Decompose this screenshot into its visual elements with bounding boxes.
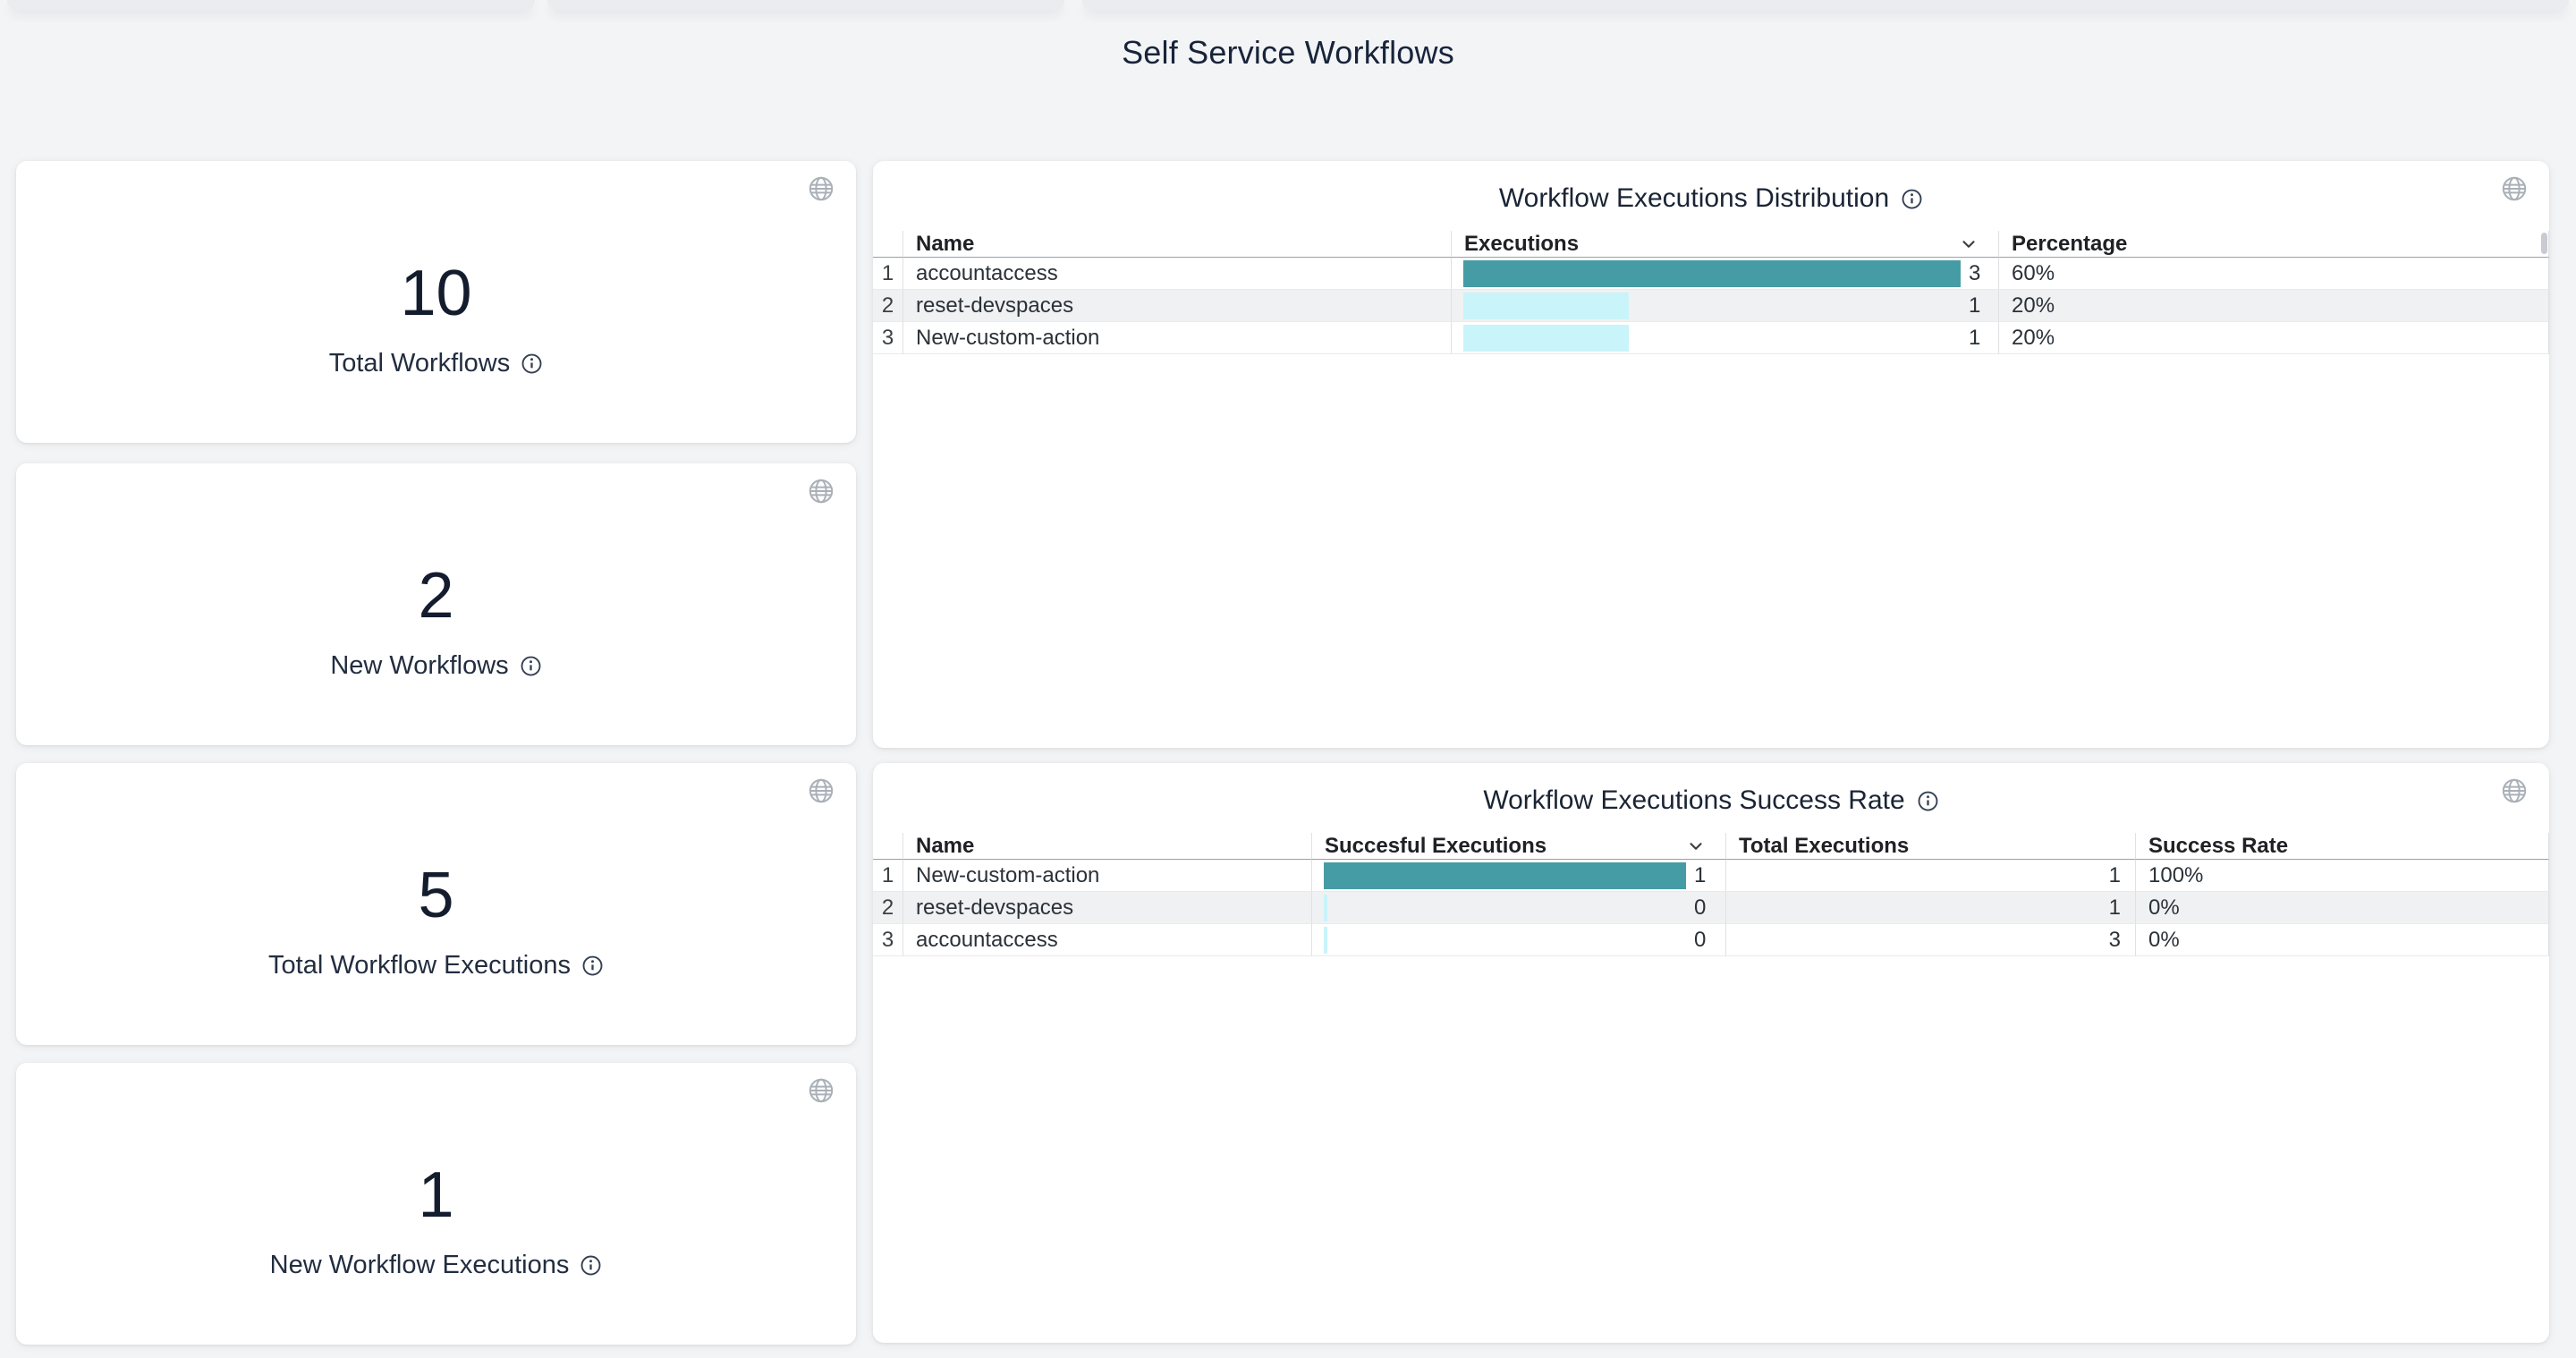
stat-label: Total Workflows xyxy=(328,349,511,378)
name-cell: accountaccess xyxy=(902,258,1451,290)
globe-button[interactable] xyxy=(2501,777,2528,804)
success-rate-table: Name Succesful Executions Total Executio… xyxy=(873,833,2549,956)
percentage-cell: 20% xyxy=(1998,322,2549,354)
successful-executions-bar-cell: 0 xyxy=(1311,892,1725,924)
column-header-label: Succesful Executions xyxy=(1325,833,1547,858)
stat-value: 2 xyxy=(418,560,454,632)
executions-distribution-table: Name Executions Percentage 1 accountacce… xyxy=(873,231,2549,354)
stat-value: 10 xyxy=(400,258,472,329)
chevron-down-icon[interactable] xyxy=(1686,836,1706,856)
column-header-percentage[interactable]: Percentage xyxy=(1998,231,2549,258)
percentage-cell: 20% xyxy=(1998,290,2549,322)
column-header-name[interactable]: Name xyxy=(902,231,1451,258)
stat-label: Total Workflow Executions xyxy=(268,951,571,980)
successful-executions-bar-cell: 1 xyxy=(1311,860,1725,892)
globe-button[interactable] xyxy=(2501,175,2528,202)
success-rate-cell: 0% xyxy=(2135,892,2549,924)
name-cell: reset-devspaces xyxy=(902,290,1451,322)
info-icon[interactable] xyxy=(581,955,604,977)
info-icon[interactable] xyxy=(1901,188,1923,210)
bar-value: 0 xyxy=(1694,895,1707,920)
bar-track xyxy=(1463,292,1961,319)
column-header-index xyxy=(873,231,902,258)
column-header-index xyxy=(873,833,902,860)
executions-bar-cell: 3 xyxy=(1451,258,1998,290)
stat-card-new-workflows: 2 New Workflows xyxy=(16,463,856,745)
stat-label: New Workflows xyxy=(330,651,509,680)
chevron-down-icon[interactable] xyxy=(1959,234,1979,254)
stat-card-new-workflow-executions: 1 New Workflow Executions xyxy=(16,1063,856,1345)
info-icon[interactable] xyxy=(520,655,542,677)
bar-value: 3 xyxy=(1969,260,1981,285)
stat-value: 5 xyxy=(418,860,454,931)
executions-bar-cell: 1 xyxy=(1451,290,1998,322)
successful-executions-bar xyxy=(1324,926,1327,954)
bar-value: 0 xyxy=(1694,927,1707,952)
column-header-successful-executions[interactable]: Succesful Executions xyxy=(1311,833,1725,860)
row-index: 3 xyxy=(873,322,902,354)
bar-track xyxy=(1324,861,1686,889)
row-index: 2 xyxy=(873,892,902,924)
row-index: 1 xyxy=(873,258,902,290)
globe-icon xyxy=(2502,176,2527,201)
bar-track xyxy=(1463,259,1961,287)
bar-value: 1 xyxy=(1969,293,1981,318)
executions-bar-cell: 1 xyxy=(1451,322,1998,354)
row-index: 1 xyxy=(873,860,902,892)
cutoff-card-bottom xyxy=(7,0,535,10)
successful-executions-bar xyxy=(1324,894,1327,921)
executions-bar xyxy=(1463,292,1630,319)
name-cell: New-custom-action xyxy=(902,860,1311,892)
column-header-total-executions[interactable]: Total Executions xyxy=(1725,833,2135,860)
success-rate-cell: 100% xyxy=(2135,860,2549,892)
stat-label: New Workflow Executions xyxy=(269,1251,570,1279)
globe-icon xyxy=(2502,778,2527,803)
info-icon[interactable] xyxy=(1917,790,1939,812)
total-executions-cell: 3 xyxy=(1725,924,2135,956)
total-executions-cell: 1 xyxy=(1725,892,2135,924)
info-icon[interactable] xyxy=(580,1254,602,1277)
column-header-label: Executions xyxy=(1464,231,1580,256)
info-icon[interactable] xyxy=(521,352,543,375)
executions-bar xyxy=(1463,259,1961,287)
workflow-executions-success-rate-card: Workflow Executions Success Rate Name Su… xyxy=(873,763,2549,1343)
success-rate-cell: 0% xyxy=(2135,924,2549,956)
bar-track xyxy=(1324,926,1686,954)
workflow-executions-distribution-card: Workflow Executions Distribution Name Ex… xyxy=(873,161,2549,748)
executions-bar xyxy=(1463,324,1630,352)
scrollbar-thumb[interactable] xyxy=(2541,233,2547,254)
stat-card-total-workflows: 10 Total Workflows xyxy=(16,161,856,443)
name-cell: New-custom-action xyxy=(902,322,1451,354)
table-title: Workflow Executions Distribution xyxy=(1498,183,1890,213)
bar-value: 1 xyxy=(1694,862,1707,887)
bar-track xyxy=(1463,324,1961,352)
row-index: 3 xyxy=(873,924,902,956)
percentage-cell: 60% xyxy=(1998,258,2549,290)
name-cell: reset-devspaces xyxy=(902,892,1311,924)
total-executions-cell: 1 xyxy=(1725,860,2135,892)
column-header-executions[interactable]: Executions xyxy=(1451,231,1998,258)
successful-executions-bar xyxy=(1324,861,1686,889)
column-header-success-rate[interactable]: Success Rate xyxy=(2135,833,2549,860)
cutoff-card-bottom xyxy=(1082,0,2569,10)
name-cell: accountaccess xyxy=(902,924,1311,956)
table-title: Workflow Executions Success Rate xyxy=(1483,785,1905,815)
page-title: Self Service Workflows xyxy=(1122,34,1454,71)
bar-track xyxy=(1324,894,1686,921)
stat-value: 1 xyxy=(418,1159,454,1231)
cutoff-card-bottom xyxy=(547,0,1064,10)
stat-card-total-workflow-executions: 5 Total Workflow Executions xyxy=(16,763,856,1045)
successful-executions-bar-cell: 0 xyxy=(1311,924,1725,956)
row-index: 2 xyxy=(873,290,902,322)
bar-value: 1 xyxy=(1969,325,1981,350)
column-header-name[interactable]: Name xyxy=(902,833,1311,860)
